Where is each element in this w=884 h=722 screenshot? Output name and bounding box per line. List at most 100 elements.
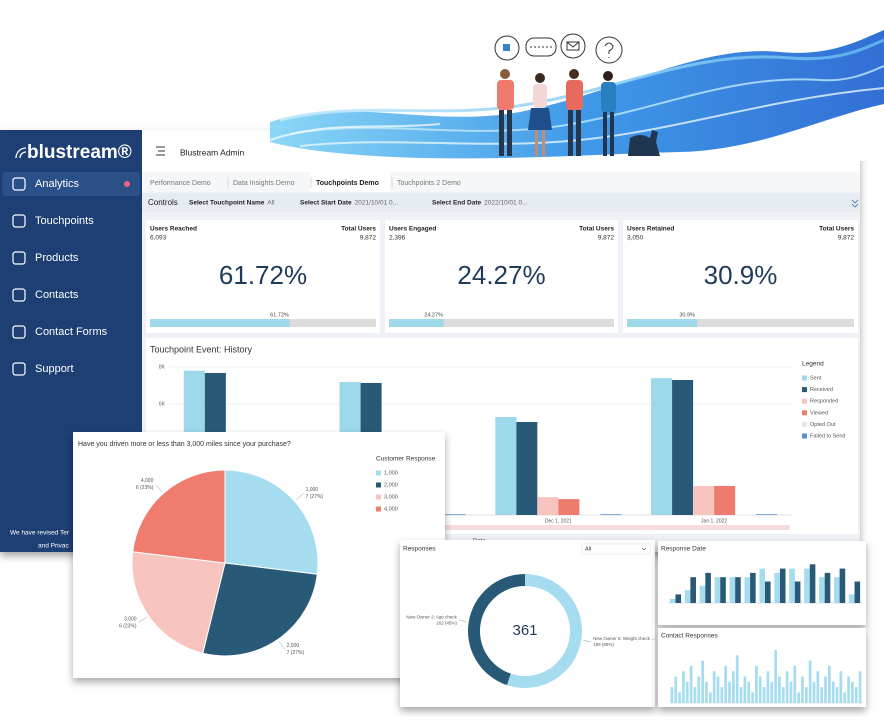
bar xyxy=(697,676,701,703)
header-title: Blustream Admin xyxy=(180,147,245,157)
tab[interactable]: Data Insights Demo xyxy=(233,180,295,187)
bar xyxy=(735,514,757,516)
bar xyxy=(684,590,691,603)
nav-label: Contact Forms xyxy=(35,326,108,338)
bar xyxy=(714,577,721,603)
active-tab xyxy=(310,172,390,192)
body xyxy=(566,80,583,110)
x-tick-label: Dec 1, 2021 xyxy=(545,518,572,524)
tab[interactable]: Performance Demo xyxy=(150,180,211,187)
menu-icon[interactable] xyxy=(156,146,165,156)
leg xyxy=(603,112,607,156)
head xyxy=(535,73,545,83)
filter-value[interactable]: 2021/10/01 0... xyxy=(355,200,399,207)
slice-label: 2,000 xyxy=(287,643,300,649)
progress-fill xyxy=(389,319,444,327)
dropdown[interactable] xyxy=(581,543,651,555)
slice-value: 7 (27%) xyxy=(306,494,324,500)
kpi-total-label: Total Users xyxy=(579,226,614,233)
bar xyxy=(834,577,840,603)
bar xyxy=(789,568,795,603)
collapse-icon[interactable] xyxy=(851,199,859,208)
segment-label: New Owner 2: Age check xyxy=(406,614,457,619)
bar xyxy=(444,514,466,515)
chart-title: Response Date xyxy=(661,546,706,553)
leader-line xyxy=(458,620,467,622)
bar xyxy=(708,692,712,703)
wave xyxy=(270,30,884,159)
body xyxy=(497,80,514,110)
leader-line xyxy=(155,484,163,493)
nav-item[interactable]: Contact Forms xyxy=(12,325,108,339)
donut-segment xyxy=(467,574,525,686)
nav-item[interactable]: Contacts xyxy=(12,288,79,302)
filters: Select Touchpoint Name All Select Start Da… xyxy=(189,200,528,207)
bar xyxy=(858,671,862,703)
kpi-total: 9,872 xyxy=(838,235,855,242)
bar xyxy=(689,665,693,703)
pie-card: Have you driven more or less than 3,000 … xyxy=(73,432,445,678)
legend-label: 4,000 xyxy=(384,506,398,512)
kpi-count: 3,050 xyxy=(627,235,644,242)
nav-item[interactable]: Products xyxy=(12,251,79,265)
legend-label: Received xyxy=(810,387,833,393)
bar xyxy=(756,514,778,515)
kpi-total: 9,872 xyxy=(598,235,615,242)
kpi-count: 2,396 xyxy=(389,235,406,242)
leg xyxy=(576,110,581,156)
mail-icon xyxy=(566,41,580,48)
bar xyxy=(779,568,786,603)
filter-value[interactable]: 2022/10/01 0... xyxy=(484,200,528,207)
bar xyxy=(735,577,741,603)
leg xyxy=(507,110,512,156)
legend-swatch xyxy=(376,494,381,500)
bar xyxy=(839,671,843,703)
slice-value: 7 (27%) xyxy=(287,650,305,656)
legend-swatch xyxy=(802,375,807,381)
nav-icon xyxy=(12,177,26,191)
logo: blustream® xyxy=(27,142,132,163)
legend-swatch xyxy=(376,506,381,512)
nav-icon xyxy=(12,288,26,302)
bar xyxy=(690,577,696,603)
bar xyxy=(801,676,804,703)
bar xyxy=(670,687,674,703)
bar xyxy=(765,581,771,603)
bar xyxy=(729,577,736,603)
nav-item[interactable]: Touchpoints xyxy=(12,214,94,228)
leader-line xyxy=(278,641,285,650)
bar xyxy=(720,687,724,703)
bubble xyxy=(525,37,557,57)
thumb-icon xyxy=(503,44,510,51)
nav-item[interactable]: Support xyxy=(12,362,74,376)
tab[interactable]: Touchpoints Demo xyxy=(316,180,379,187)
nav-label: Touchpoints xyxy=(35,215,94,227)
legend-swatch xyxy=(802,410,807,416)
bar xyxy=(789,681,793,703)
pie-slice xyxy=(202,562,318,657)
skirt xyxy=(528,108,552,130)
filter-label: Select End Date xyxy=(432,200,482,207)
dropdown-value: All xyxy=(585,546,591,552)
bar xyxy=(766,671,770,703)
filter-value[interactable]: All xyxy=(267,200,275,207)
nav-icon xyxy=(12,362,26,376)
tab[interactable]: Touchpoints 2 Demo xyxy=(397,180,461,187)
pie-chart: Have you driven more or less than 3,000 … xyxy=(78,441,436,657)
legend-label: 2,000 xyxy=(384,482,398,488)
bar xyxy=(762,687,766,703)
bar xyxy=(839,568,846,603)
bar xyxy=(824,572,831,603)
bar xyxy=(728,681,731,703)
bar xyxy=(579,514,601,516)
body xyxy=(533,84,547,108)
bar xyxy=(495,416,517,515)
legend-swatch xyxy=(802,398,807,404)
nav-label: Contacts xyxy=(35,289,79,301)
bar xyxy=(794,581,801,603)
progress-label: 30.9% xyxy=(679,312,695,318)
bar xyxy=(724,665,728,703)
bar xyxy=(739,687,743,703)
legend-label: Opted Out xyxy=(810,422,836,428)
nav-item[interactable]: Analytics xyxy=(12,177,80,191)
